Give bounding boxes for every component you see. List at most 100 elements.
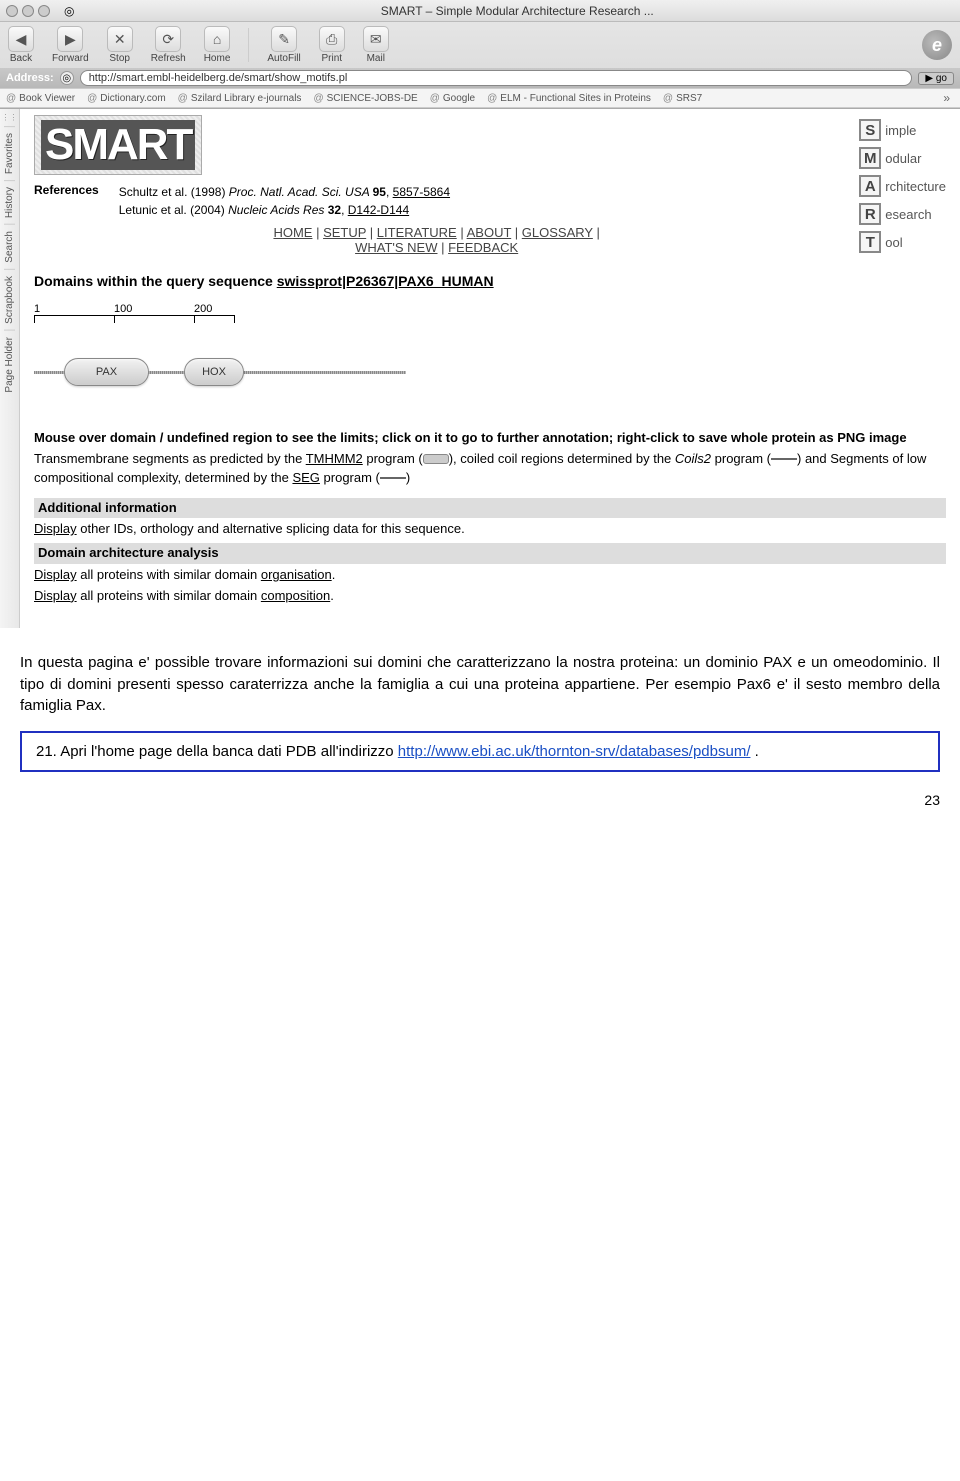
print-button[interactable]: ⎙Print xyxy=(319,26,345,64)
domain-hox[interactable]: HOX xyxy=(184,358,244,386)
refresh-label: Refresh xyxy=(151,53,186,64)
coils-legend-icon xyxy=(771,458,797,460)
autofill-label: AutoFill xyxy=(267,53,300,64)
query-sequence-link[interactable]: swissprot|P26367|PAX6_HUMAN xyxy=(277,273,494,289)
home-button[interactable]: ⌂Home xyxy=(204,26,231,64)
side-tab-search[interactable]: Search xyxy=(4,224,15,269)
address-bar: Address: ◎ http://smart.embl-heidelberg.… xyxy=(0,68,960,88)
ruler-tick-200: 200 xyxy=(194,303,274,315)
refresh-icon: ⟳ xyxy=(155,26,181,52)
ref2-pages-link[interactable]: D142-D144 xyxy=(348,203,409,217)
ref2-authors: Letunic et al. (2004) xyxy=(119,203,228,217)
page-number: 23 xyxy=(0,792,940,808)
bookmark-item[interactable]: @SCIENCE-JOBS-DE xyxy=(313,93,417,104)
bookmark-label: Book Viewer xyxy=(19,93,75,104)
nav-literature[interactable]: LITERATURE xyxy=(377,225,457,240)
bookmark-icon: @ xyxy=(87,93,97,104)
ref1-journal: Proc. Natl. Acad. Sci. USA xyxy=(229,185,373,199)
bookmark-item[interactable]: @Szilard Library e-journals xyxy=(178,93,302,104)
bookmark-item[interactable]: @ELM - Functional Sites in Proteins xyxy=(487,93,651,104)
favicon-icon: ◎ xyxy=(64,4,74,18)
nav-glossary[interactable]: GLOSSARY xyxy=(522,225,593,240)
side-tab-favorites[interactable]: Favorites xyxy=(4,126,15,180)
ref1-sep: , xyxy=(386,185,393,199)
forward-button[interactable]: ▶Forward xyxy=(52,26,89,64)
side-tab-scrapbook[interactable]: Scrapbook xyxy=(4,269,15,330)
acronym-cap: T xyxy=(859,231,881,253)
bookmark-label: SRS7 xyxy=(676,93,702,104)
smart-nav: HOME | SETUP | LITERATURE | ABOUT | GLOS… xyxy=(34,225,839,255)
bookmark-item[interactable]: @Google xyxy=(430,93,475,104)
bookmark-label: ELM - Functional Sites in Proteins xyxy=(500,93,651,104)
bookmark-item[interactable]: @Book Viewer xyxy=(6,93,75,104)
instruction-number: 21. xyxy=(36,743,57,760)
organisation-link[interactable]: organisation xyxy=(261,567,332,582)
browser-toolbar: ◀Back ▶Forward ✕Stop ⟳Refresh ⌂Home ✎Aut… xyxy=(0,22,960,68)
domain-diagram: PAX HOX xyxy=(34,353,946,393)
zoom-window-button[interactable] xyxy=(38,5,50,17)
seg-link[interactable]: SEG xyxy=(292,470,319,485)
instruction-box: 21. Apri l'home page della banca dati PD… xyxy=(20,731,940,772)
nav-feedback[interactable]: FEEDBACK xyxy=(448,240,518,255)
mail-icon: ✉ xyxy=(363,26,389,52)
bookmarks-overflow-button[interactable]: » xyxy=(939,91,954,105)
references-body: Schultz et al. (1998) Proc. Natl. Acad. … xyxy=(119,183,450,219)
bookmark-item[interactable]: @SRS7 xyxy=(663,93,702,104)
side-grip-icon: ⋮⋮ xyxy=(2,113,18,122)
domain-pax-label: PAX xyxy=(96,366,117,378)
bookmark-icon: @ xyxy=(178,93,188,104)
display-comp-link[interactable]: Display xyxy=(34,588,77,603)
side-tab-history[interactable]: History xyxy=(4,180,15,224)
refresh-button[interactable]: ⟳Refresh xyxy=(151,26,186,64)
back-icon: ◀ xyxy=(8,26,34,52)
side-tabs: ⋮⋮ Favorites History Search Scrapbook Pa… xyxy=(0,109,20,628)
address-label: Address: xyxy=(6,72,54,84)
bookmark-icon: @ xyxy=(6,93,16,104)
window-title: SMART – Simple Modular Architecture Rese… xyxy=(80,4,954,18)
back-button[interactable]: ◀Back xyxy=(8,26,34,64)
nav-about[interactable]: ABOUT xyxy=(467,225,512,240)
display-ids-link[interactable]: Display xyxy=(34,521,77,536)
composition-link[interactable]: composition xyxy=(261,588,330,603)
page-paragraph: In questa pagina e' possible trovare inf… xyxy=(20,652,940,717)
bookmarks-bar: @Book Viewer @Dictionary.com @Szilard Li… xyxy=(0,88,960,108)
acronym-word: rchitecture xyxy=(885,179,946,194)
bookmark-icon: @ xyxy=(313,93,323,104)
tm-legend-icon xyxy=(423,454,449,464)
go-button[interactable]: ▶ go xyxy=(918,72,954,85)
minimize-window-button[interactable] xyxy=(22,5,34,17)
display-org-link[interactable]: Display xyxy=(34,567,77,582)
ruler-tick-1: 1 xyxy=(34,303,114,315)
smart-header: SMART References Schultz et al. (1998) P… xyxy=(34,115,946,255)
browser-brand-icon: e xyxy=(922,30,952,60)
bookmark-label: Szilard Library e-journals xyxy=(191,93,302,104)
window-controls xyxy=(6,5,50,17)
domain-pax[interactable]: PAX xyxy=(64,358,149,386)
address-favicon-icon: ◎ xyxy=(60,71,74,85)
nav-setup[interactable]: SETUP xyxy=(323,225,366,240)
nav-whatsnew[interactable]: WHAT'S NEW xyxy=(355,240,437,255)
side-tab-pageholder[interactable]: Page Holder xyxy=(4,330,15,399)
additional-info-header: Additional information xyxy=(34,498,946,519)
instruction-link[interactable]: http://www.ebi.ac.uk/thornton-srv/databa… xyxy=(398,743,751,760)
print-icon: ⎙ xyxy=(319,26,345,52)
address-input[interactable]: http://smart.embl-heidelberg.de/smart/sh… xyxy=(80,70,913,86)
nav-home[interactable]: HOME xyxy=(273,225,312,240)
bookmark-icon: @ xyxy=(663,93,673,104)
acronym-word: imple xyxy=(885,123,916,138)
ref1-pages-link[interactable]: 5857-5864 xyxy=(393,185,450,199)
print-label: Print xyxy=(321,53,342,64)
stop-button[interactable]: ✕Stop xyxy=(107,26,133,64)
bookmark-item[interactable]: @Dictionary.com xyxy=(87,93,166,104)
close-window-button[interactable] xyxy=(6,5,18,17)
bookmark-icon: @ xyxy=(487,93,497,104)
go-label: go xyxy=(936,73,947,84)
acronym-cap: S xyxy=(859,119,881,141)
mail-button[interactable]: ✉Mail xyxy=(363,26,389,64)
browser-chrome: ◎ SMART – Simple Modular Architecture Re… xyxy=(0,0,960,109)
tmhmm2-link[interactable]: TMHMM2 xyxy=(306,451,363,466)
acronym-cap: A xyxy=(859,175,881,197)
instruction-text-a: Apri l'home page della banca dati PDB al… xyxy=(60,743,398,760)
acronym-word: ool xyxy=(885,235,902,250)
autofill-button[interactable]: ✎AutoFill xyxy=(267,26,300,64)
